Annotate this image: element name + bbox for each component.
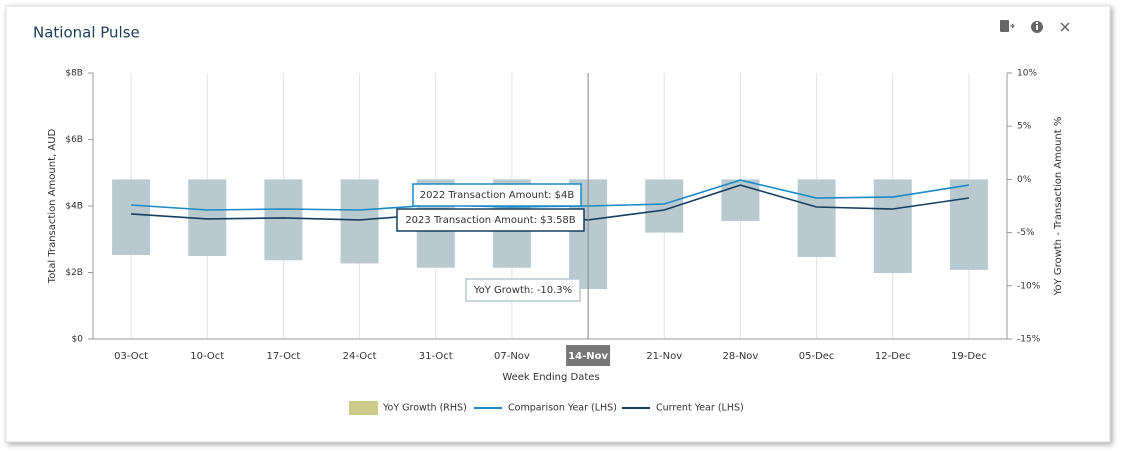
y-tick-label: $8B xyxy=(65,69,83,79)
tooltip-box xyxy=(396,208,585,232)
bar xyxy=(340,179,379,264)
x-tick-label: 17-Oct xyxy=(266,351,300,362)
export-icon[interactable] xyxy=(1000,20,1015,32)
y-tick-label: $0 xyxy=(72,335,84,345)
y-tick-label: $6B xyxy=(65,135,83,145)
tooltip-text: 2022 Transaction Amount: $4B xyxy=(420,190,575,201)
legend-swatch xyxy=(349,401,378,415)
legend-label: YoY Growth (RHS) xyxy=(382,403,467,414)
y2-tick-label: -10% xyxy=(1017,281,1041,291)
bar xyxy=(797,179,836,258)
legend-label: Current Year (LHS) xyxy=(656,403,744,414)
close-icon[interactable] xyxy=(1060,22,1070,32)
card-title: National Pulse xyxy=(33,24,140,42)
x-tick-label: 12-Dec xyxy=(875,351,911,362)
x-tick-label: 21-Nov xyxy=(646,351,682,362)
x-tick-label: 14-Nov xyxy=(568,351,608,362)
highlight-label-box xyxy=(566,345,611,366)
x-tick-label: 28-Nov xyxy=(722,351,758,362)
x-axis-title: Week Ending Dates xyxy=(502,372,599,383)
x-tick-label: 05-Dec xyxy=(799,351,835,362)
x-tick-label: 03-Oct xyxy=(114,351,148,362)
bar xyxy=(949,179,988,270)
x-tick-label: 10-Oct xyxy=(190,351,224,362)
tooltip-text: YoY Growth: -10.3% xyxy=(473,285,572,296)
bar xyxy=(721,179,760,221)
info-icon[interactable] xyxy=(1031,21,1043,33)
y-tick-label: $4B xyxy=(65,202,83,212)
bar xyxy=(873,179,912,274)
x-tick-label: 24-Oct xyxy=(343,351,377,362)
x-tick-label: 31-Oct xyxy=(419,351,453,362)
y2-tick-label: 0% xyxy=(1017,175,1032,185)
tooltip-text: 2023 Transaction Amount: $3.58B xyxy=(405,215,575,226)
y2-axis-title: YoY Growth - Transaction Amount % xyxy=(1053,117,1064,297)
bar xyxy=(112,179,151,255)
x-tick-label: 07-Nov xyxy=(494,351,530,362)
y-tick-label: $2B xyxy=(65,268,83,278)
y2-tick-label: -15% xyxy=(1017,335,1041,345)
y2-tick-label: 5% xyxy=(1017,122,1032,132)
bar xyxy=(264,179,303,261)
y2-tick-label: -5% xyxy=(1017,228,1035,238)
tooltip-box xyxy=(412,183,582,207)
y2-tick-label: 10% xyxy=(1017,69,1037,79)
x-tick-label: 19-Dec xyxy=(951,351,987,362)
legend-label: Comparison Year (LHS) xyxy=(508,403,617,414)
tooltip-box xyxy=(465,278,581,302)
y-axis-title: Total Transaction Amount, AUD xyxy=(47,128,58,284)
